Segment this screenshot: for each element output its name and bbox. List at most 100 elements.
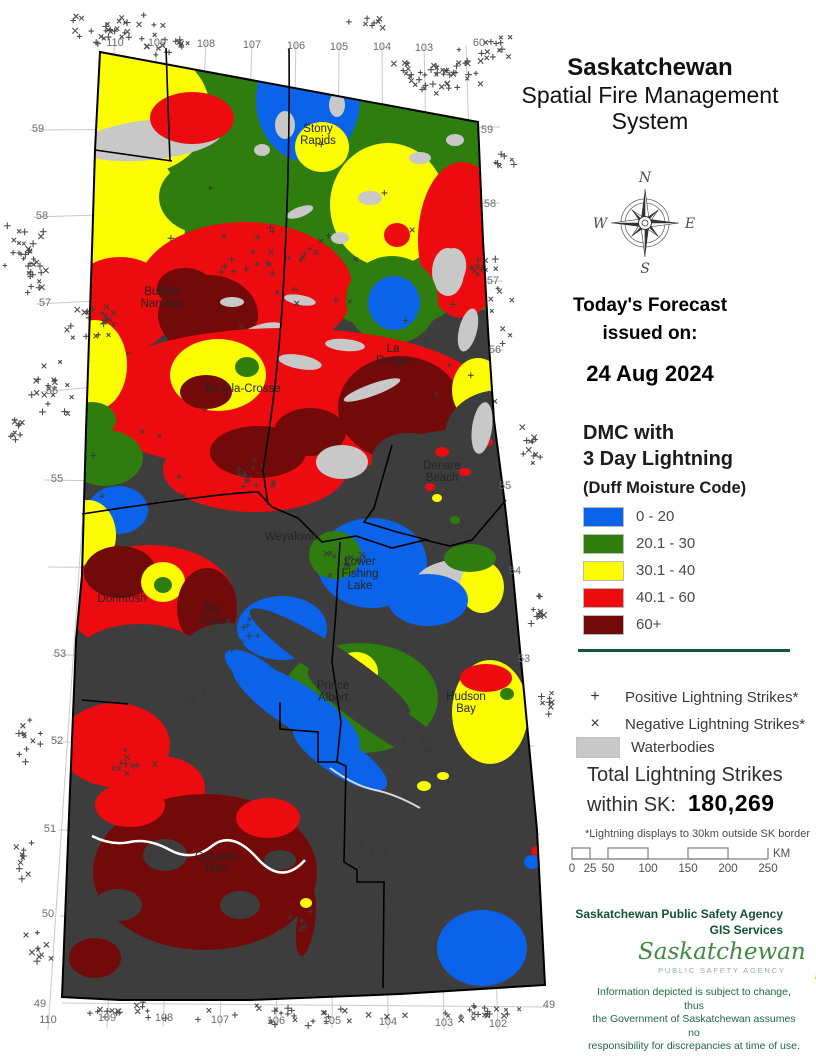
compass-rose: N E S W [593,170,695,277]
scale-bar-tick: 0 [569,863,575,875]
graticule-label: 59 [32,123,44,135]
legend-swatch [583,533,624,554]
compass-w: W [593,216,609,232]
map-place-label: Lower Fishing Lake [341,556,378,592]
graticule-label: 57 [39,297,51,309]
scale-bar-tick: 50 [602,863,615,875]
scale-bar-tick: 200 [718,863,737,875]
graticule-label: 51 [44,823,56,835]
graticule-label: 108 [155,1012,173,1024]
compass-n: N [638,170,652,186]
graticule-label: 57 [487,275,499,287]
agency-logo-subtext: PUBLIC SAFETY AGENCY [658,966,786,975]
legend-item-label: 30.1 - 40 [636,562,696,579]
legend-swatch [583,614,624,635]
graticule-label: 104 [373,41,391,53]
graticule-label: 108 [197,38,215,50]
scale-bar-tick: 100 [638,863,657,875]
compass-star [610,188,680,258]
graticule-label: 55 [499,480,511,492]
total-strikes-label-line1: Total Lightning Strikes [587,764,783,786]
disclaimer-line3: responsibility for discrepancies at time… [588,1040,800,1052]
legend-item: 0 - 20 [583,503,695,530]
legend-item-label: 40.1 - 60 [636,589,696,606]
legend-title-line2: 3 Day Lightning [583,448,733,470]
graticule-label: 49 [34,998,46,1010]
graticule-label: 105 [330,41,348,53]
legend-swatch [583,560,624,581]
lightning-footnote: *Lightning displays to 30km outside SK b… [585,828,811,840]
graticule-label: 58 [36,210,48,222]
graticule-label: 106 [267,1015,285,1027]
compass-e: E [684,216,695,232]
lightning-strike-symbols [2,12,555,1030]
credits-agency: Saskatchewan Public Safety Agency [575,907,783,921]
scale-bar-ticks: 0 25 50 100 150 200 250 [569,863,778,875]
map-place-label: Stony Rapids [300,123,336,147]
graticule-label: 53 [518,653,530,665]
divider-line [578,649,790,652]
legend-item: 40.1 - 60 [583,584,695,611]
legend-item-label: 20.1 - 30 [636,535,696,552]
graticule-label: 52 [51,735,63,747]
scale-bar-tick: 25 [584,863,597,875]
graticule-label: 56 [46,385,58,397]
disclaimer-line1: Information depicted is subject to chang… [597,986,791,1012]
graticule-label: 110 [106,37,124,49]
positive-strike-label: Positive Lightning Strikes* [625,688,799,706]
graticule-label: 103 [415,42,433,54]
graticule-label: 105 [323,1015,341,1027]
legend-item: 30.1 - 40 [583,557,695,584]
total-strikes-label-line2: within SK: [587,794,676,816]
map-place-label: Denare Beach [423,460,461,484]
map-place-label: Hudson Bay [446,691,486,715]
scale-bar-unit: KM [773,848,790,860]
wheat-sheaf-icon [814,973,816,979]
negative-strike-label: Negative Lightning Strikes* [625,715,806,733]
map-place-label: Weyakwin [265,531,317,543]
agency-logo-name: Saskatchewan [638,939,806,965]
legend-subtitle: (Duff Moisture Code) [583,479,747,497]
map-place-label: Île-à-la-Crosse [204,382,280,395]
map-place-label: Dorintosh [97,593,146,605]
map-place-label: Buffalo Narrows [141,286,184,310]
page-title: Saskatchewan Spatial Fire Management Sys… [500,54,800,134]
dmc-regions [62,52,545,1000]
map-place-label: Prince Albert [317,680,350,704]
graticule-label: 103 [435,1017,453,1029]
forecast-heading-line2: issued on: [602,322,698,344]
forecast-date: 24 Aug 2024 [586,361,714,387]
legend-title: DMC with 3 Day Lightning [583,420,733,472]
page-title-line2: Spatial Fire Management [521,81,779,108]
map: 110 109 108 107 106 105 104 103 60 59 58 57 56 55 53 52… [2,12,555,1032]
compass-s: S [640,261,650,277]
total-strikes-block: Total Lightning Strikes within SK: 180,2… [587,764,783,817]
zone-boundaries [81,47,507,989]
map-place-label: La Ronge [376,343,410,367]
graticule-label: 60 [473,37,485,49]
forecast-heading-line1: Today's Forecast [572,295,728,316]
map-place-label: Big River [200,603,227,627]
agency-logo-text: Saskatchewan PUBLIC SAFETY AGENCY [638,939,806,976]
map-place-label: Cypress Hills [195,851,237,875]
legend-swatch [583,506,624,527]
legend-item-label: 0 - 20 [636,508,675,525]
graticule-label: 102 [489,1018,507,1030]
waterbodies-label: Waterbodies [631,739,715,756]
scale-bar-tick: 150 [678,863,697,875]
graticule-label: 54 [509,565,521,577]
graticule-labels: 110 109 108 107 106 105 104 103 60 59 58 57 56 55 53 52… [32,37,555,1030]
negative-strike-row: × Negative Lightning Strikes* [580,715,805,733]
plus-icon: + [590,688,600,705]
graticule-label: 110 [39,1014,57,1026]
total-strikes-value: 180,269 [687,790,775,816]
page-title-line1: Saskatchewan [567,54,733,81]
legend-items: 0 - 20 20.1 - 30 30.1 - 40 40.1 - 60 60+ [583,503,695,638]
scale-bar: 0 25 50 100 150 200 250 KM [569,847,790,875]
graticule-label: 104 [379,1016,397,1028]
credits-block: Saskatchewan Public Safety Agency GIS Se… [568,906,783,938]
legend-item: 20.1 - 30 [583,530,695,557]
graticule-label: 109 [148,37,166,49]
legend-item-label: 60+ [636,616,662,633]
waterbodies-row: Waterbodies [576,737,715,758]
